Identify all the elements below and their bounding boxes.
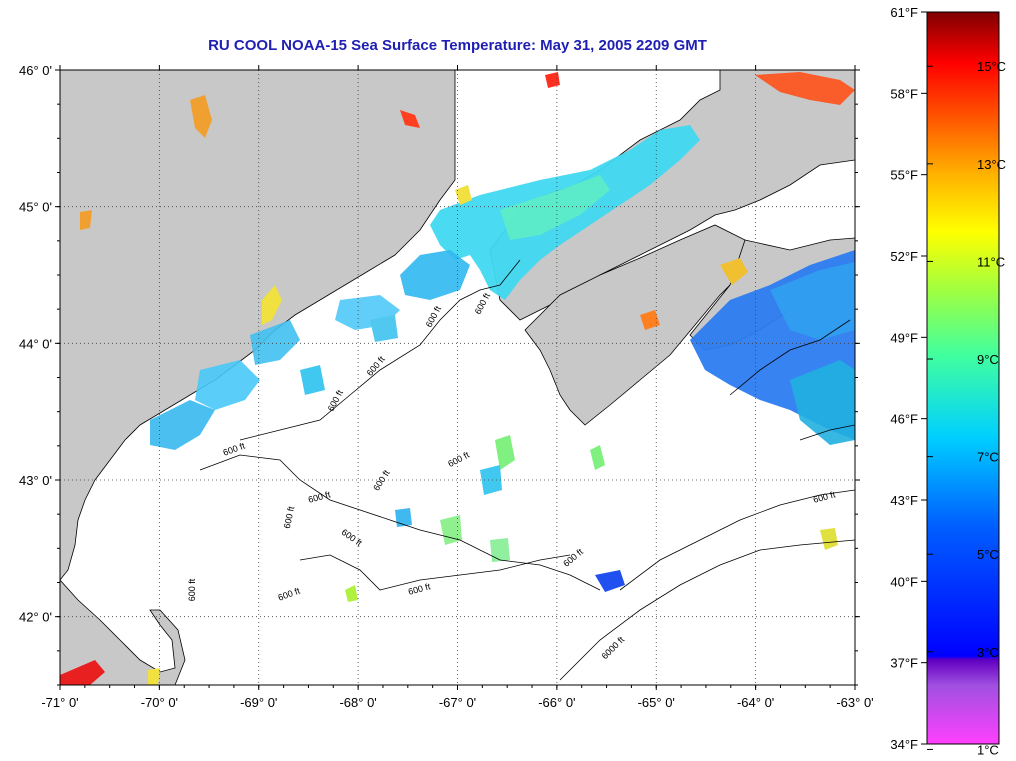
longitude-label: -66° 0' (538, 695, 575, 710)
colorbar-label-f: 58°F (890, 86, 918, 101)
latitude-labels: 46° 0' 45° 0' 44° 0' 43° 0' 42° 0' (19, 63, 52, 625)
colorbar-label-c: 1°C (977, 742, 999, 757)
colorbar-label-c: 5°C (977, 547, 999, 562)
latitude-label: 43° 0' (19, 473, 52, 488)
colorbar-label-f: 40°F (890, 574, 918, 589)
colorbar-label-c: 15°C (977, 59, 1006, 74)
colorbar-label-f: 55°F (890, 168, 918, 183)
colorbar-label-c: 11°C (977, 254, 1005, 269)
map-title: RU COOL NOAA-15 Sea Surface Temperature:… (208, 37, 707, 54)
longitude-labels: -71° 0' -70° 0' -69° 0' -68° 0' -67° 0' -66° … (41, 695, 873, 710)
depth-contours (199, 259, 855, 681)
contour-label: 600 ft (187, 578, 197, 601)
longitude-label: -63° 0' (836, 695, 873, 710)
colorbar-label-c: 7°C (977, 450, 999, 465)
latitude-label: 42° 0' (19, 610, 52, 625)
longitude-label: -68° 0' (339, 695, 376, 710)
graticule-grid (60, 70, 855, 685)
latitude-label: 45° 0' (19, 200, 52, 215)
colorbar-label-f: 34°F (890, 737, 918, 752)
colorbar-label-c: 13°C (977, 157, 1006, 172)
colorbar-celsius-labels: 15°C 13°C 11°C 9°C 7°C 5°C 3°C 1°C (977, 59, 1006, 757)
colorbar (926, 11, 1000, 745)
longitude-label: -70° 0' (141, 695, 178, 710)
contour-label: 600 ft (282, 505, 297, 530)
sst-patches (60, 72, 855, 685)
latitude-label: 44° 0' (19, 336, 52, 351)
colorbar-fahrenheit-labels: 61°F 58°F 55°F 52°F 49°F 46°F 43°F 40°F 37°F 34°F (890, 5, 918, 752)
longitude-label: -65° 0' (638, 695, 675, 710)
colorbar-label-f: 52°F (890, 249, 918, 264)
longitude-label: -64° 0' (737, 695, 774, 710)
axis-ticks (55, 65, 860, 690)
colorbar-label-f: 61°F (890, 5, 918, 20)
longitude-label: -67° 0' (439, 695, 476, 710)
colorbar-label-f: 43°F (890, 493, 918, 508)
colorbar-ticks (921, 11, 933, 750)
colorbar-label-c: 3°C (977, 645, 999, 660)
longitude-label: -69° 0' (240, 695, 277, 710)
latitude-label: 46° 0' (19, 63, 52, 78)
colorbar-label-f: 46°F (890, 412, 918, 427)
longitude-label: -71° 0' (41, 695, 78, 710)
colorbar-label-c: 9°C (977, 352, 999, 367)
colorbar-label-f: 49°F (890, 330, 918, 345)
colorbar-label-f: 37°F (890, 656, 918, 671)
